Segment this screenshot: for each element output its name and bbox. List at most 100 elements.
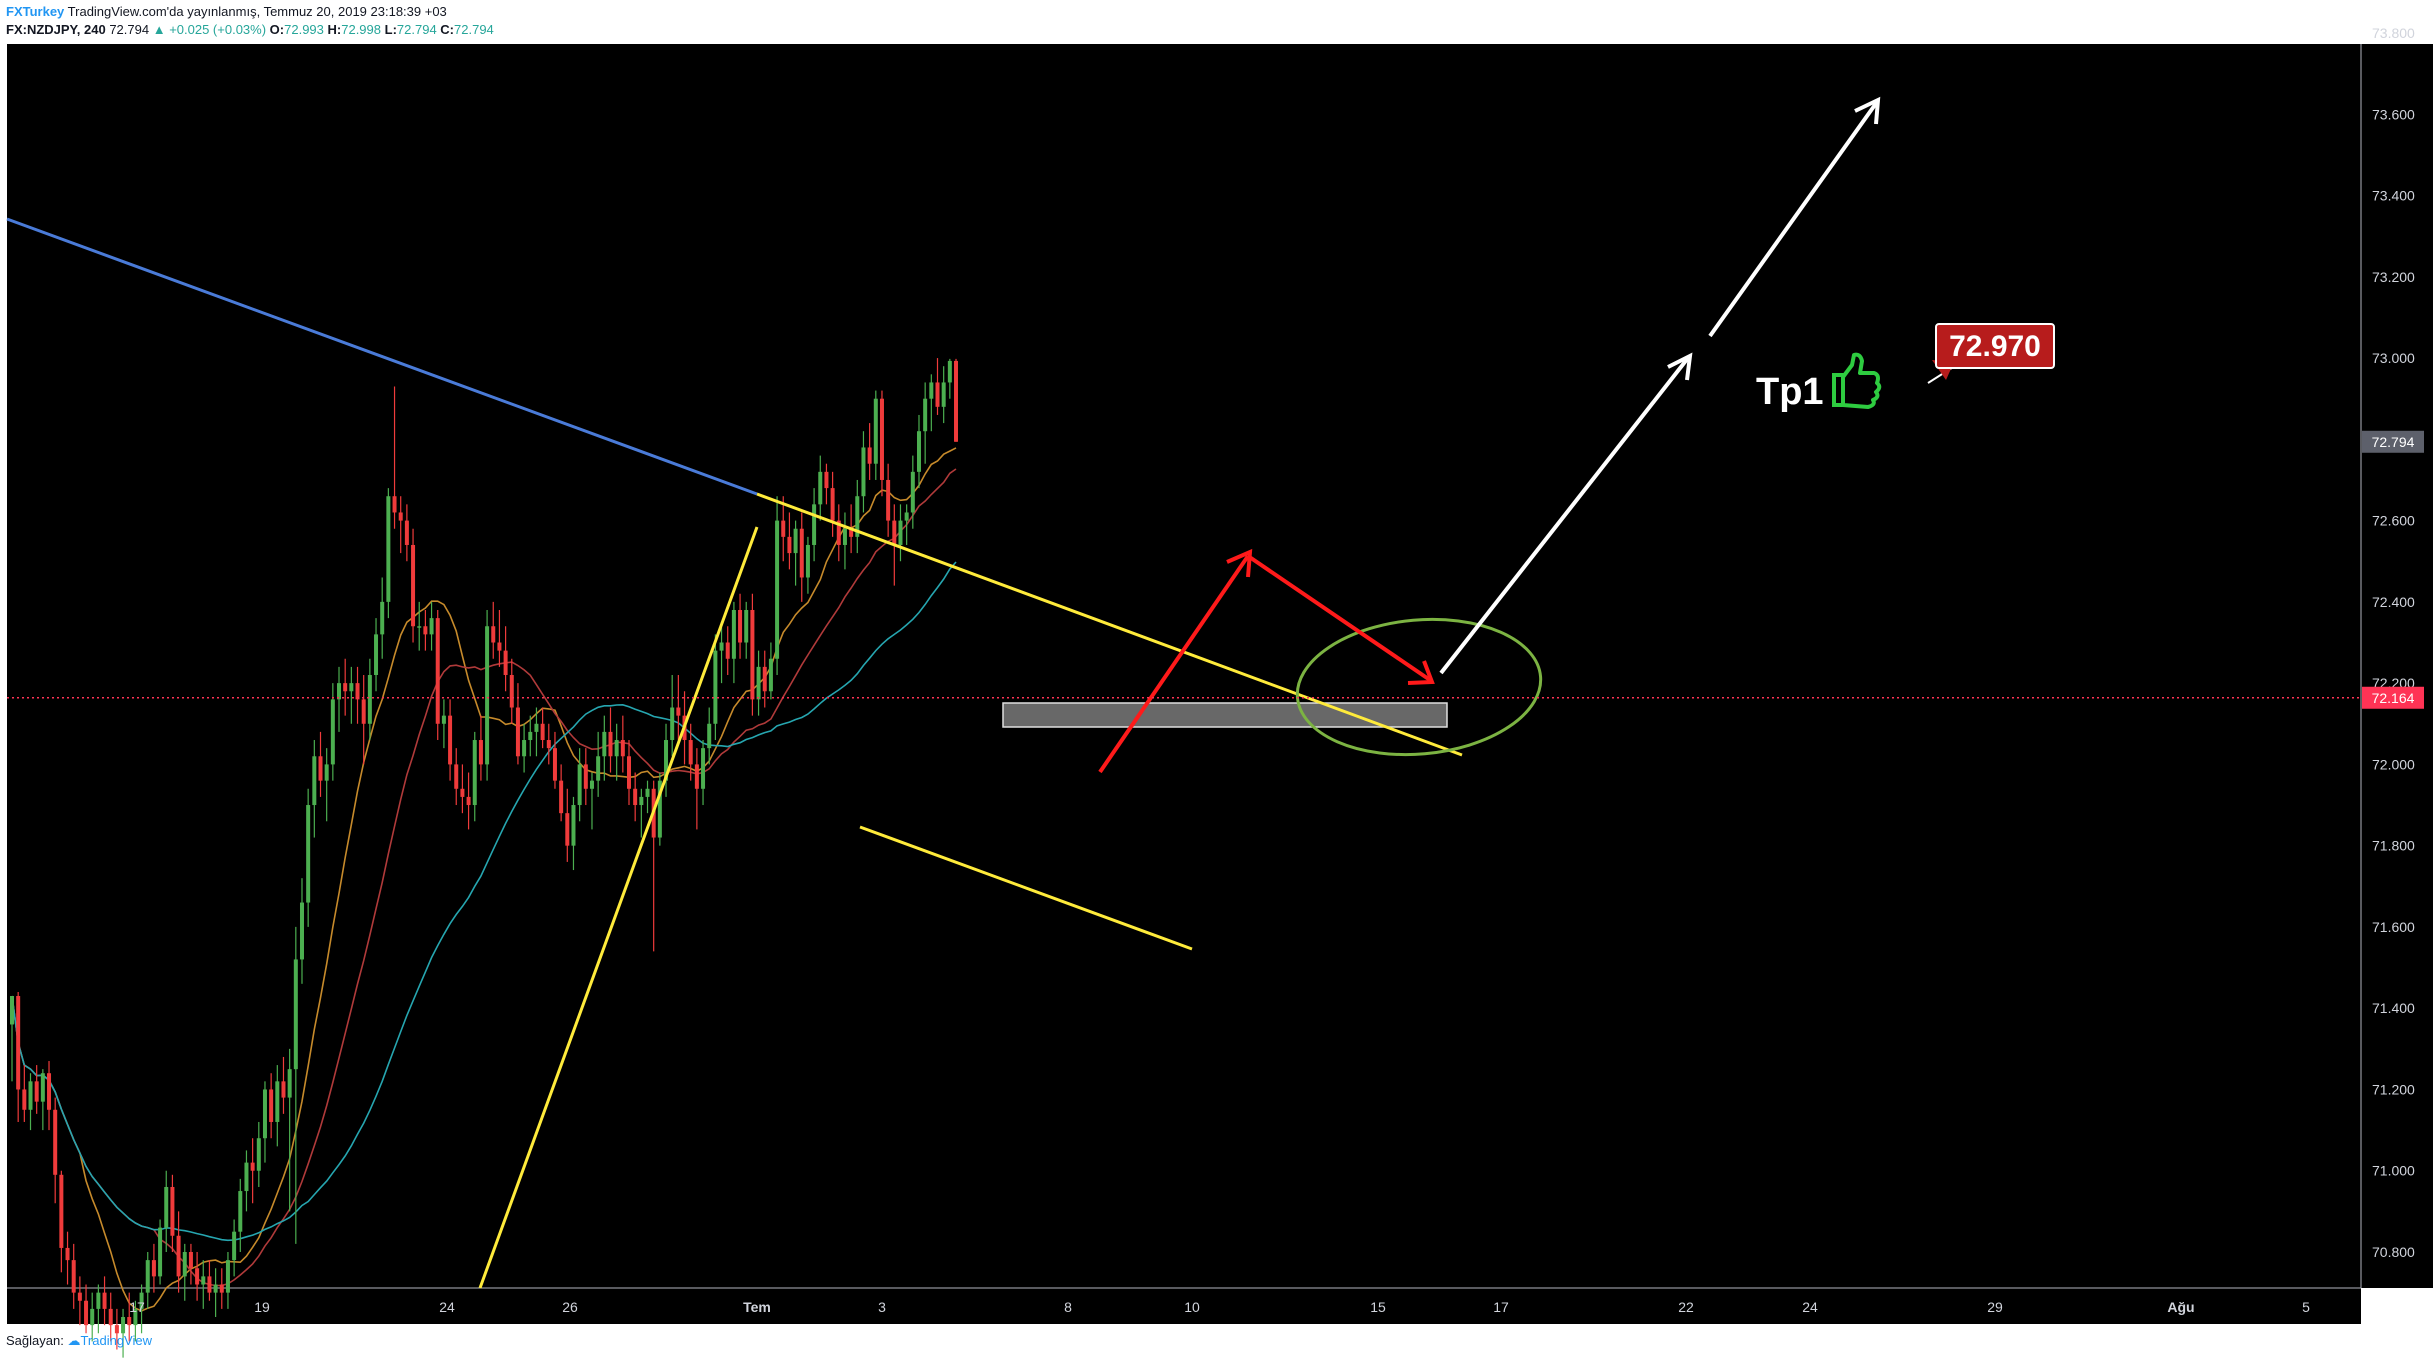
candle[interactable] <box>318 731 323 797</box>
candle[interactable] <box>361 675 366 765</box>
candle[interactable] <box>793 520 798 586</box>
plot-area[interactable] <box>7 44 2361 1288</box>
candle[interactable] <box>879 390 884 497</box>
candle[interactable] <box>731 601 736 684</box>
candle[interactable] <box>688 723 693 781</box>
candles[interactable] <box>10 358 959 1358</box>
candle[interactable] <box>836 504 841 562</box>
candle[interactable] <box>40 1069 45 1131</box>
candle[interactable] <box>269 1073 274 1139</box>
candle[interactable] <box>312 740 317 838</box>
candle[interactable] <box>515 683 520 765</box>
candle[interactable] <box>16 991 21 1122</box>
candle[interactable] <box>441 699 446 749</box>
candle[interactable] <box>861 431 866 513</box>
candle[interactable] <box>10 996 14 1082</box>
candle[interactable] <box>546 723 551 765</box>
candle[interactable] <box>608 707 613 773</box>
candle[interactable] <box>108 1292 113 1342</box>
candle[interactable] <box>188 1243 193 1285</box>
candle[interactable] <box>71 1243 76 1309</box>
candle[interactable] <box>589 772 594 830</box>
publisher-name[interactable]: FXTurkey <box>6 4 65 19</box>
candle[interactable] <box>448 699 453 781</box>
candle[interactable] <box>941 366 946 424</box>
candle[interactable] <box>657 772 662 846</box>
candle[interactable] <box>812 488 817 562</box>
candle[interactable] <box>114 1308 119 1350</box>
candle[interactable] <box>645 780 650 814</box>
candle[interactable] <box>102 1276 107 1326</box>
candle[interactable] <box>916 414 921 489</box>
candle[interactable] <box>423 609 428 651</box>
candle[interactable] <box>929 374 934 432</box>
candle[interactable] <box>374 618 379 692</box>
candle[interactable] <box>466 772 471 830</box>
candle[interactable] <box>602 715 607 781</box>
candle[interactable] <box>787 512 792 570</box>
candle[interactable] <box>756 650 761 716</box>
candle[interactable] <box>565 788 570 862</box>
candle[interactable] <box>145 1252 150 1309</box>
candle[interactable] <box>195 1252 200 1301</box>
candle[interactable] <box>676 675 681 741</box>
candle[interactable] <box>201 1260 206 1309</box>
candle[interactable] <box>750 593 755 716</box>
candle[interactable] <box>398 496 403 554</box>
candle[interactable] <box>355 666 360 724</box>
candle[interactable] <box>275 1065 280 1147</box>
candle[interactable] <box>337 666 342 732</box>
candle[interactable] <box>478 715 483 781</box>
candle[interactable] <box>633 772 638 822</box>
candle[interactable] <box>910 455 915 529</box>
candle[interactable] <box>583 748 588 806</box>
candle[interactable] <box>411 528 416 643</box>
candle[interactable] <box>281 1056 286 1114</box>
provider-name[interactable]: TradingView <box>80 1333 152 1348</box>
candle[interactable] <box>485 609 490 781</box>
candle[interactable] <box>775 496 780 676</box>
candle[interactable] <box>670 675 675 757</box>
candle[interactable] <box>799 512 804 602</box>
candle[interactable] <box>170 1174 175 1252</box>
candle[interactable] <box>577 748 582 822</box>
candle[interactable] <box>497 609 502 667</box>
candle[interactable] <box>250 1138 255 1204</box>
candle[interactable] <box>349 666 354 724</box>
candle[interactable] <box>528 715 533 757</box>
candle[interactable] <box>830 471 835 537</box>
candle[interactable] <box>47 1061 52 1131</box>
candle[interactable] <box>219 1268 224 1309</box>
candle[interactable] <box>664 723 669 797</box>
candle[interactable] <box>139 1284 144 1334</box>
candle[interactable] <box>287 1048 292 1212</box>
candle[interactable] <box>738 593 743 659</box>
candle[interactable] <box>380 577 385 659</box>
candle[interactable] <box>639 788 644 838</box>
candle[interactable] <box>207 1260 212 1301</box>
candle[interactable] <box>367 658 372 741</box>
candle[interactable] <box>293 926 298 1244</box>
candle[interactable] <box>306 788 311 927</box>
candle[interactable] <box>491 601 496 659</box>
candle[interactable] <box>127 1292 132 1342</box>
candle[interactable] <box>935 358 940 415</box>
candle[interactable] <box>454 748 459 806</box>
candle[interactable] <box>627 740 631 806</box>
candle[interactable] <box>164 1170 169 1252</box>
candle[interactable] <box>386 488 391 619</box>
candle[interactable] <box>744 601 749 659</box>
candle[interactable] <box>84 1284 89 1334</box>
candle[interactable] <box>244 1150 249 1212</box>
price-axis[interactable] <box>2361 44 2433 1288</box>
candle[interactable] <box>158 1219 163 1285</box>
candle[interactable] <box>460 764 465 814</box>
candle[interactable] <box>299 878 304 984</box>
time-axis[interactable] <box>7 1288 2361 1324</box>
candle[interactable] <box>923 382 928 464</box>
candle[interactable] <box>22 1065 27 1122</box>
candle[interactable] <box>867 423 872 480</box>
candle[interactable] <box>559 764 564 822</box>
candle[interactable] <box>552 731 557 789</box>
candle[interactable] <box>713 634 718 741</box>
